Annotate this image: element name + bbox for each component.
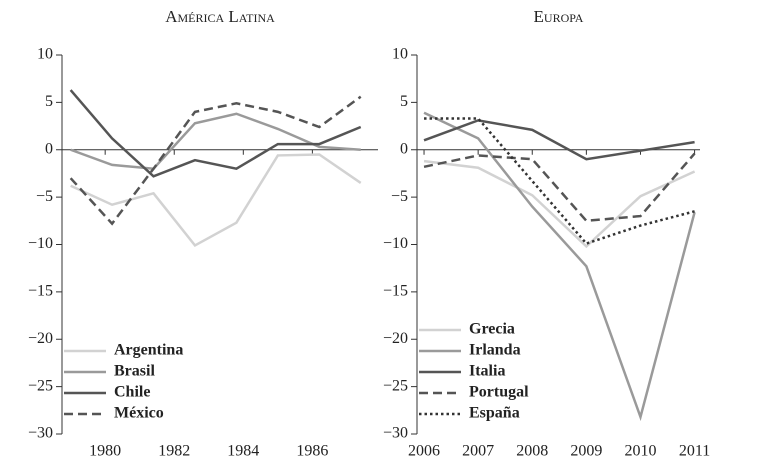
y-tick-label: −10 [28,235,53,252]
x-tick-label: 2007 [462,443,494,460]
y-tick-label: −20 [383,330,408,347]
legend-label: España [469,405,520,422]
series-line [423,152,696,223]
y-tick-label: 5 [45,93,53,110]
y-tick-label: −30 [383,425,408,442]
x-tick-label: 2011 [679,443,710,460]
x-tick-label: 1986 [296,443,328,460]
y-tick-label: 5 [400,93,408,110]
y-tick-label: 10 [392,46,408,63]
series-line [423,159,696,249]
series-line [70,153,362,248]
y-tick-label: −15 [28,283,53,300]
y-tick-label: −5 [391,188,408,205]
legend-label: Argentina [114,342,183,359]
legend-label: México [114,405,164,422]
legend-label: Irlanda [469,342,521,359]
y-tick-label: −25 [383,377,408,394]
x-tick-label: 1984 [227,443,259,460]
legend-label: Italia [469,363,505,380]
chart-title: Europa [534,7,584,26]
series-line [423,119,695,161]
y-tick-label: −15 [383,283,408,300]
y-tick-label: 10 [37,46,53,63]
y-tick-label: −25 [28,377,53,394]
series-line [69,95,362,226]
chart-title: América Latina [165,7,275,26]
x-tick-label: 2006 [408,443,440,460]
legend-label: Grecia [469,321,515,338]
series-line [423,111,696,422]
y-tick-label: −30 [28,425,53,442]
x-tick-label: 2008 [516,443,548,460]
x-tick-label: 1982 [158,443,190,460]
x-tick-label: 2009 [570,443,602,460]
legend-label: Chile [114,384,150,401]
y-tick-label: −20 [28,330,53,347]
legend-label: Portugal [469,384,529,401]
y-tick-label: 0 [400,140,408,157]
y-tick-label: −10 [383,235,408,252]
y-tick-label: 0 [45,140,53,157]
series-line [424,117,695,246]
y-tick-label: −5 [36,188,53,205]
series-line [69,89,362,178]
legend-label: Brasil [114,363,155,380]
x-tick-label: 2010 [624,443,656,460]
x-tick-label: 1980 [89,443,121,460]
